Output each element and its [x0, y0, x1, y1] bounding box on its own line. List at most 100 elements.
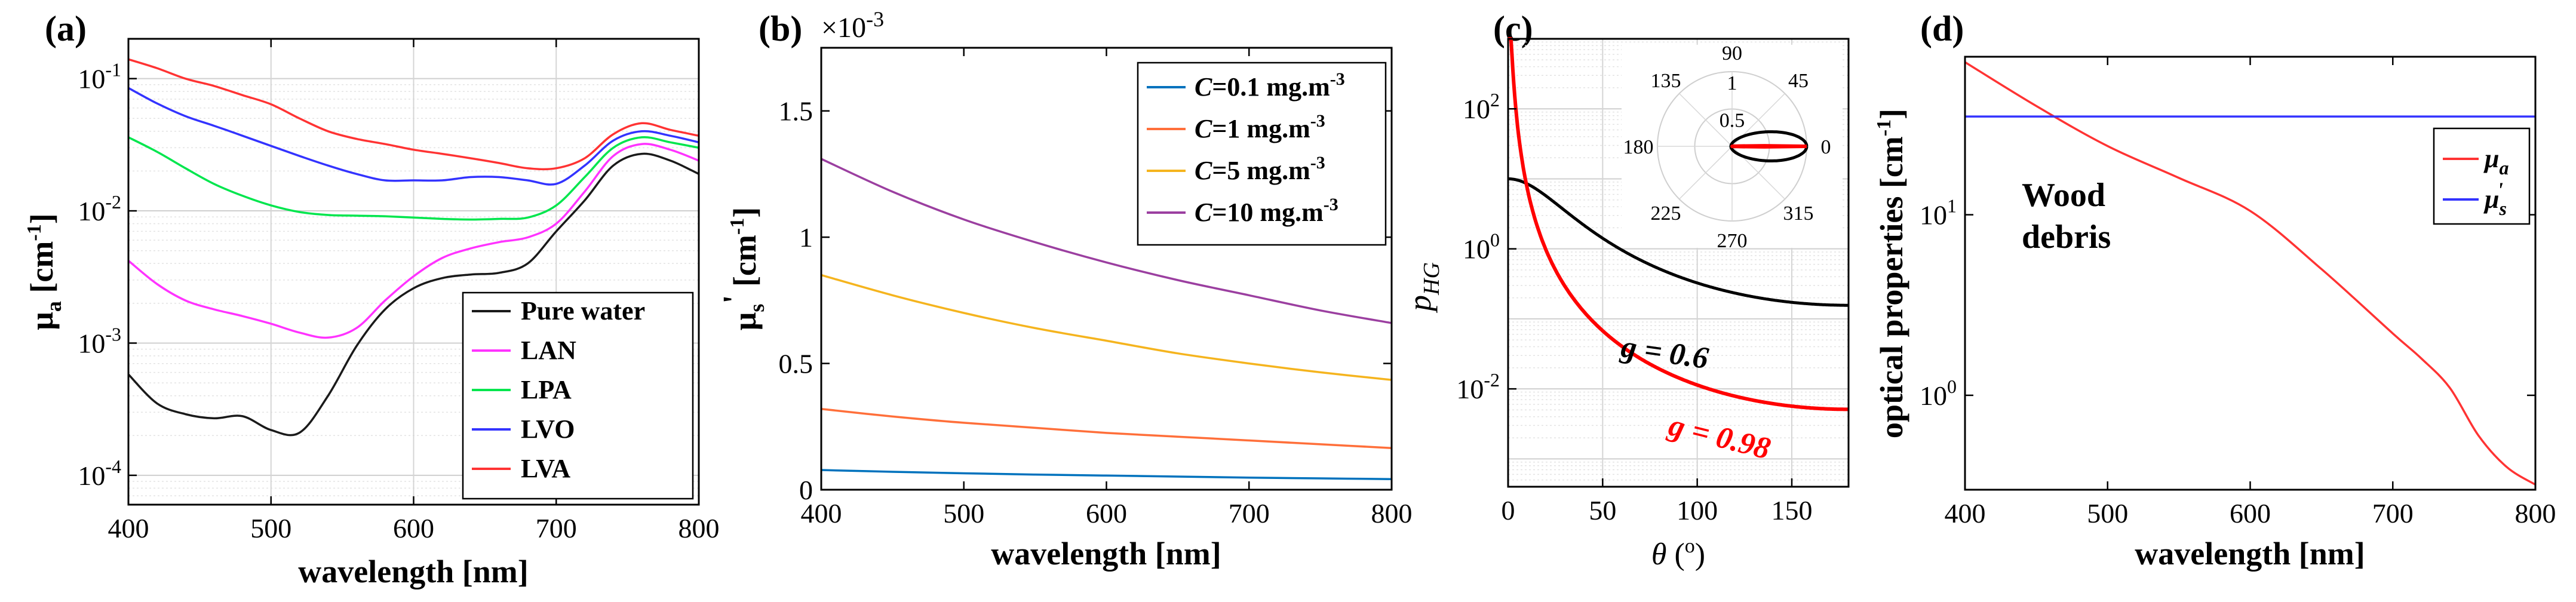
panel-c-line-g098	[1507, 37, 1850, 411]
panel-c-line-g06	[1507, 177, 1849, 307]
panel-b-xtick-label: 800	[1371, 498, 1413, 529]
panel-b-ytick-label: 0	[799, 475, 813, 505]
panel-c-xtick-label: 150	[1771, 495, 1813, 526]
panel-c-y-ticks: 10-2 100 102	[1456, 89, 1516, 404]
panel-d-series	[1964, 61, 2536, 486]
panel-d-xtick-label: 700	[2372, 498, 2414, 529]
panel-b-multiplier: ×10-3	[821, 7, 884, 44]
panel-d-legend-label: μa	[2483, 144, 2509, 179]
panel-d-ylabel: optical properties [cm-1]	[1873, 109, 1909, 438]
panel-b-xtick-label: 700	[1229, 498, 1270, 529]
panel-b-x-ticks: 400 500 600 700 800	[801, 48, 1413, 529]
panel-b-series	[821, 158, 1392, 480]
panel-a-line-lvo	[128, 87, 699, 186]
panel-a-xtick-label: 600	[393, 513, 434, 543]
panel-c-polar-angle-label: 90	[1722, 42, 1742, 64]
panel-a-ytick-label: 10-3	[78, 323, 121, 358]
panel-a-line-lan	[127, 143, 699, 339]
panel-a-line-lpa	[128, 136, 699, 221]
panel-c-g098-label: g = 0.98	[1665, 408, 1773, 466]
panel-c-polar-angle-label: 270	[1717, 230, 1748, 252]
panel-a-ytick-label: 10-1	[78, 59, 121, 94]
panel-d-xlabel: wavelength [nm]	[2135, 536, 2365, 572]
panel-c-ytick-label: 102	[1463, 89, 1500, 124]
panel-c-xtick-label: 0	[1502, 495, 1515, 526]
panel-b-ytick-label: 1	[799, 222, 813, 253]
panel-b-legend: C=0.1 mg.m-3 C=1 mg.m-3 C=5 mg.m-3 C=10 mg.…	[1137, 62, 1387, 246]
panel-d-ytick-label: 101	[1920, 195, 1957, 231]
panel-c-ylabel: pHG	[1402, 262, 1444, 314]
panel-d-axes-frame	[1964, 56, 2537, 491]
panel-d-annotation-line2: debris	[2022, 219, 2111, 256]
panel-b-label: (b)	[759, 9, 802, 48]
panel-b-ytick-label: 1.5	[779, 96, 813, 127]
panel-c-xtick-label: 50	[1589, 495, 1616, 526]
panel-a-ylabel: μa [cm-1]	[23, 213, 66, 330]
panel-c-ytick-label: 100	[1463, 229, 1500, 265]
panel-c-polar-angle-label: 315	[1783, 202, 1814, 225]
panel-c-polar-angle-label: 180	[1623, 136, 1654, 158]
panel-a-ytick-label: 10-4	[78, 456, 121, 491]
panel-c-polar-spoke	[1679, 146, 1733, 199]
panel-c-polar-curve	[1730, 144, 1807, 149]
panel-b-ylabel: μs' [cm-1]	[716, 207, 769, 330]
panel-b-legend-label: C=10 mg.m-3	[1195, 195, 1338, 227]
panel-a-legend-label: LVO	[521, 414, 575, 444]
panel-d-x-ticks: 400 500 600 700 800	[1945, 57, 2556, 529]
panel-b-xtick-label: 400	[801, 498, 842, 529]
panel-c-ytick-label: 10-2	[1456, 369, 1500, 404]
panel-c-polar-angle-label: 225	[1650, 202, 1681, 225]
panel-b-line-c1.	[821, 407, 1392, 449]
panel-d-xtick-label: 400	[1945, 498, 1986, 529]
panel-c-axes-frame	[1507, 38, 1850, 488]
panel-d-y-ticks: 100 101	[1920, 195, 2535, 411]
panel-a-legend-label: Pure water	[521, 296, 645, 325]
panel-c-polar-inset: 0 45 90 135 180 225 270 315 0.5 1	[1622, 42, 1843, 252]
panel-b-xtick-label: 600	[1086, 498, 1127, 529]
panel-b-legend-label: C=5 mg.m-3	[1195, 153, 1325, 185]
panel-c-polar-angle-label: 0	[1821, 136, 1831, 158]
panel-a-y-ticks: 10-4 10-3 10-2 10-1	[78, 59, 137, 491]
panel-b-line-c10.	[821, 158, 1392, 324]
panel-a: (a) 400 500 600 700 800 10-4 10-3 10-2 10-1 wav…	[23, 9, 720, 589]
panel-a-legend: Pure water LAN LPA LVO LVA	[462, 291, 694, 500]
panel-b: (b) ×10-3 400 500 600 700 800 0 0.5 1 1.5 wavel…	[716, 7, 1413, 572]
panel-d-xtick-label: 500	[2087, 498, 2128, 529]
panel-a-xtick-label: 400	[108, 513, 149, 543]
panel-a-x-ticks: 400 500 600 700 800	[108, 39, 720, 543]
panel-a-line-pure-water	[127, 152, 699, 437]
panel-a-series	[127, 58, 699, 437]
panel-c-polar-spoke	[1679, 93, 1733, 147]
panel-c-polar-radial-label: 0.5	[1720, 110, 1745, 132]
panel-b-line-c0.1.	[821, 469, 1392, 480]
panel-c-polar-angle-label: 45	[1788, 70, 1809, 92]
panel-b-xtick-label: 500	[943, 498, 984, 529]
panel-d-legend-label: μs'	[2483, 178, 2507, 219]
panel-a-ytick-label: 10-2	[78, 191, 121, 226]
panel-a-legend-box	[462, 291, 694, 500]
panel-c-xlabel: θ (o)	[1651, 535, 1705, 572]
panel-c-polar-angle-label: 135	[1650, 70, 1681, 92]
panel-c-polar-radial-label: 1	[1727, 72, 1737, 94]
panel-a-legend-label: LAN	[521, 336, 576, 365]
panel-d: (d) 400 500 600 700 800 100 101 wavelength [n…	[1873, 9, 2556, 572]
panel-c-series	[1507, 37, 1850, 411]
panel-b-xlabel: wavelength [nm]	[991, 536, 1221, 572]
panel-b-legend-label: C=1 mg.m-3	[1195, 111, 1325, 143]
panel-c-xtick-label: 100	[1677, 495, 1718, 526]
panel-a-line-lva	[128, 58, 699, 171]
panel-b-ytick-label: 0.5	[779, 349, 813, 379]
panel-d-xtick-label: 800	[2515, 498, 2556, 529]
panel-a-xtick-label: 800	[678, 513, 720, 543]
panel-a-xtick-label: 500	[250, 513, 291, 543]
panel-b-legend-label: C=0.1 mg.m-3	[1195, 69, 1345, 102]
panel-a-xlabel: wavelength [nm]	[298, 554, 528, 589]
panel-d-legend-box	[2433, 127, 2531, 225]
panel-d-annotation-line1: Wood	[2022, 177, 2105, 214]
panel-a-legend-label: LPA	[521, 375, 572, 404]
panel-a-label: (a)	[45, 9, 87, 48]
panel-d-xtick-label: 600	[2230, 498, 2271, 529]
panel-a-legend-label: LVA	[521, 454, 570, 483]
